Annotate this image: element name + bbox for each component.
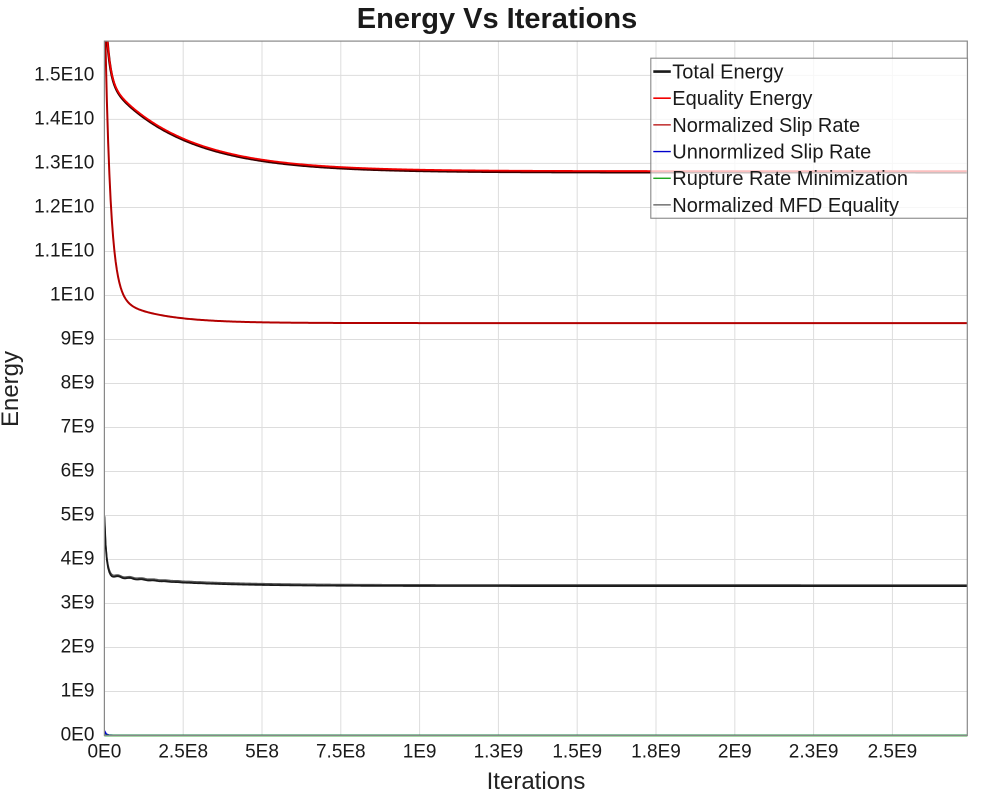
svg-text:5E9: 5E9 <box>61 504 95 525</box>
svg-text:3E9: 3E9 <box>61 592 95 613</box>
svg-text:Rupture Rate Minimization: Rupture Rate Minimization <box>672 168 908 190</box>
svg-text:1.1E10: 1.1E10 <box>34 240 94 261</box>
svg-text:2.5E9: 2.5E9 <box>868 742 918 763</box>
svg-text:1.8E9: 1.8E9 <box>631 742 681 763</box>
svg-text:1.3E9: 1.3E9 <box>474 742 524 763</box>
svg-text:Total Energy: Total Energy <box>672 62 783 84</box>
svg-text:2E9: 2E9 <box>61 636 95 657</box>
svg-text:8E9: 8E9 <box>61 372 95 393</box>
svg-text:7E9: 7E9 <box>61 416 95 437</box>
svg-text:9E9: 9E9 <box>61 328 95 349</box>
svg-text:0E0: 0E0 <box>61 725 95 746</box>
svg-text:7.5E8: 7.5E8 <box>316 742 366 763</box>
svg-text:2.3E9: 2.3E9 <box>789 742 839 763</box>
svg-text:Unnormlized Slip Rate: Unnormlized Slip Rate <box>672 142 871 164</box>
svg-text:1E10: 1E10 <box>50 284 94 305</box>
svg-text:6E9: 6E9 <box>61 460 95 481</box>
svg-text:1.5E9: 1.5E9 <box>552 742 602 763</box>
svg-text:4E9: 4E9 <box>61 548 95 569</box>
svg-text:5E8: 5E8 <box>245 742 279 763</box>
svg-text:Equality Energy: Equality Energy <box>672 88 812 110</box>
svg-text:1.3E10: 1.3E10 <box>34 152 94 173</box>
svg-text:1.4E10: 1.4E10 <box>34 108 94 129</box>
svg-text:1E9: 1E9 <box>403 742 437 763</box>
svg-text:1E9: 1E9 <box>61 680 95 701</box>
svg-text:Normalized Slip Rate: Normalized Slip Rate <box>672 115 860 137</box>
svg-text:2.5E8: 2.5E8 <box>158 742 208 763</box>
svg-text:1.5E10: 1.5E10 <box>34 64 94 85</box>
svg-text:Energy Vs Iterations: Energy Vs Iterations <box>357 3 637 35</box>
svg-text:Normalized MFD Equality: Normalized MFD Equality <box>672 195 899 217</box>
svg-text:2E9: 2E9 <box>718 742 752 763</box>
svg-text:Energy: Energy <box>0 351 24 427</box>
svg-text:Iterations: Iterations <box>487 768 586 795</box>
svg-text:1.2E10: 1.2E10 <box>34 196 94 217</box>
